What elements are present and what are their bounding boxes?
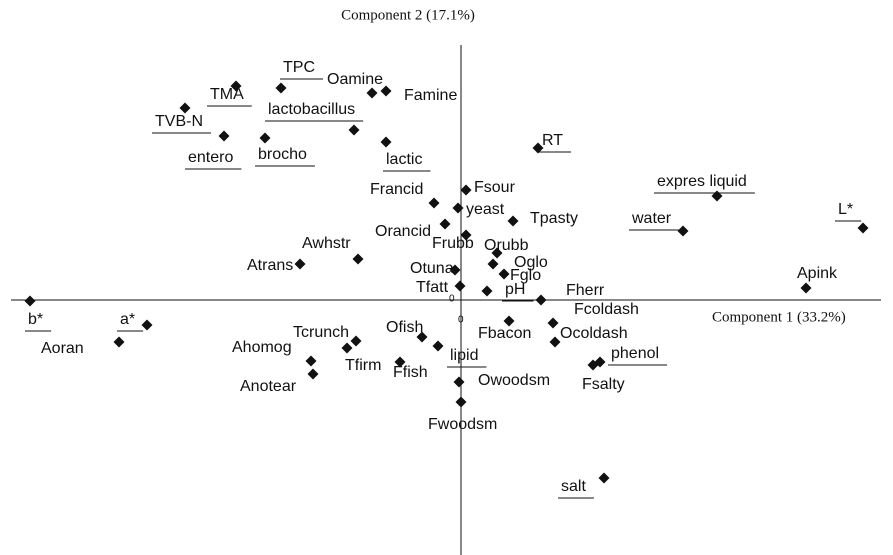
point — [380, 85, 392, 97]
point-label: Tpasty — [530, 210, 578, 227]
point-label: RT — [542, 132, 563, 149]
point — [439, 218, 451, 230]
point — [453, 376, 465, 388]
point — [507, 215, 519, 227]
point-label: Fglo — [510, 267, 541, 284]
point — [587, 359, 599, 371]
point — [460, 229, 472, 241]
point-label: Orubb — [484, 237, 529, 254]
point — [535, 294, 547, 306]
point — [800, 282, 812, 294]
point — [380, 136, 392, 148]
point — [491, 247, 503, 259]
point — [416, 331, 428, 343]
point-label: Oglo — [514, 254, 548, 271]
point-label: water — [631, 210, 672, 227]
point-label: Ocoldash — [560, 325, 628, 342]
point — [24, 295, 36, 307]
point-label: entero — [188, 149, 233, 166]
point — [677, 225, 689, 237]
point-label: lactic — [386, 151, 422, 168]
point-label: Fbacon — [478, 325, 531, 342]
point-label: Awhstr — [302, 235, 351, 252]
point — [348, 124, 360, 136]
point — [218, 130, 230, 142]
point-label: Tfatt — [416, 279, 449, 296]
point-label: Ahomog — [232, 339, 292, 356]
point — [366, 87, 378, 99]
point — [460, 184, 472, 196]
point-label: phenol — [611, 345, 659, 362]
point — [449, 264, 461, 276]
point — [307, 368, 319, 380]
y-axis-title: Component 2 (17.1%) — [341, 7, 475, 23]
point-label: L* — [838, 201, 853, 218]
point-label: Tcrunch — [293, 324, 349, 341]
point-label: pH — [505, 281, 525, 298]
point-label: Famine — [404, 87, 457, 104]
point — [452, 202, 464, 214]
point — [454, 280, 466, 292]
point — [275, 82, 287, 94]
point — [179, 102, 191, 114]
point-label: Frubb — [432, 235, 474, 252]
point-label: Fwoodsm — [428, 416, 497, 433]
point — [481, 285, 493, 297]
point-label: Oamine — [327, 71, 383, 88]
point — [498, 268, 510, 280]
point-label: b* — [28, 311, 43, 328]
point-label: Ofish — [386, 319, 423, 336]
point-label: TMA — [210, 86, 244, 103]
point — [350, 335, 362, 347]
point — [141, 319, 153, 331]
point — [455, 396, 467, 408]
point — [549, 336, 561, 348]
point-label: expres liquid — [657, 173, 747, 190]
point-label: Otuna — [410, 260, 454, 277]
point — [113, 336, 125, 348]
point — [341, 342, 353, 354]
point — [394, 356, 406, 368]
point-label: yeast — [466, 201, 505, 218]
point — [432, 340, 444, 352]
point-label: lipid — [450, 347, 478, 364]
point — [352, 253, 364, 265]
point — [711, 190, 723, 202]
point — [259, 132, 271, 144]
point-label: Fcoldash — [574, 301, 639, 318]
point — [857, 222, 869, 234]
point — [547, 317, 559, 329]
point-label: a* — [120, 311, 135, 328]
point-label: TPC — [283, 59, 315, 76]
origin-label: 0 — [458, 315, 464, 326]
point-label: Francid — [370, 181, 423, 198]
point-label: Fsalty — [582, 376, 625, 393]
point — [532, 142, 544, 154]
point-label: Tfirm — [345, 357, 381, 374]
point — [503, 315, 515, 327]
point-label: Fsour — [474, 179, 516, 196]
point-label: Anotear — [240, 378, 297, 395]
point — [294, 258, 306, 270]
point — [230, 80, 242, 92]
point-label: Aoran — [41, 340, 84, 357]
point-label: salt — [561, 478, 586, 495]
point-label: brocho — [258, 146, 307, 163]
origin-label: 0 — [449, 294, 455, 305]
point-label: Atrans — [247, 257, 293, 274]
point-label: Ffish — [393, 364, 428, 381]
point-label: Owoodsm — [478, 372, 550, 389]
point-label: TVB-N — [155, 113, 203, 130]
x-axis-title: Component 1 (33.2%) — [712, 309, 846, 325]
point-label: Apink — [797, 265, 838, 282]
point — [428, 197, 440, 209]
point — [305, 355, 317, 367]
point — [487, 258, 499, 270]
point — [598, 472, 610, 484]
point-label: Fherr — [566, 282, 605, 299]
point-label: Orancid — [375, 223, 431, 240]
point-label: lactobacillus — [268, 101, 355, 118]
